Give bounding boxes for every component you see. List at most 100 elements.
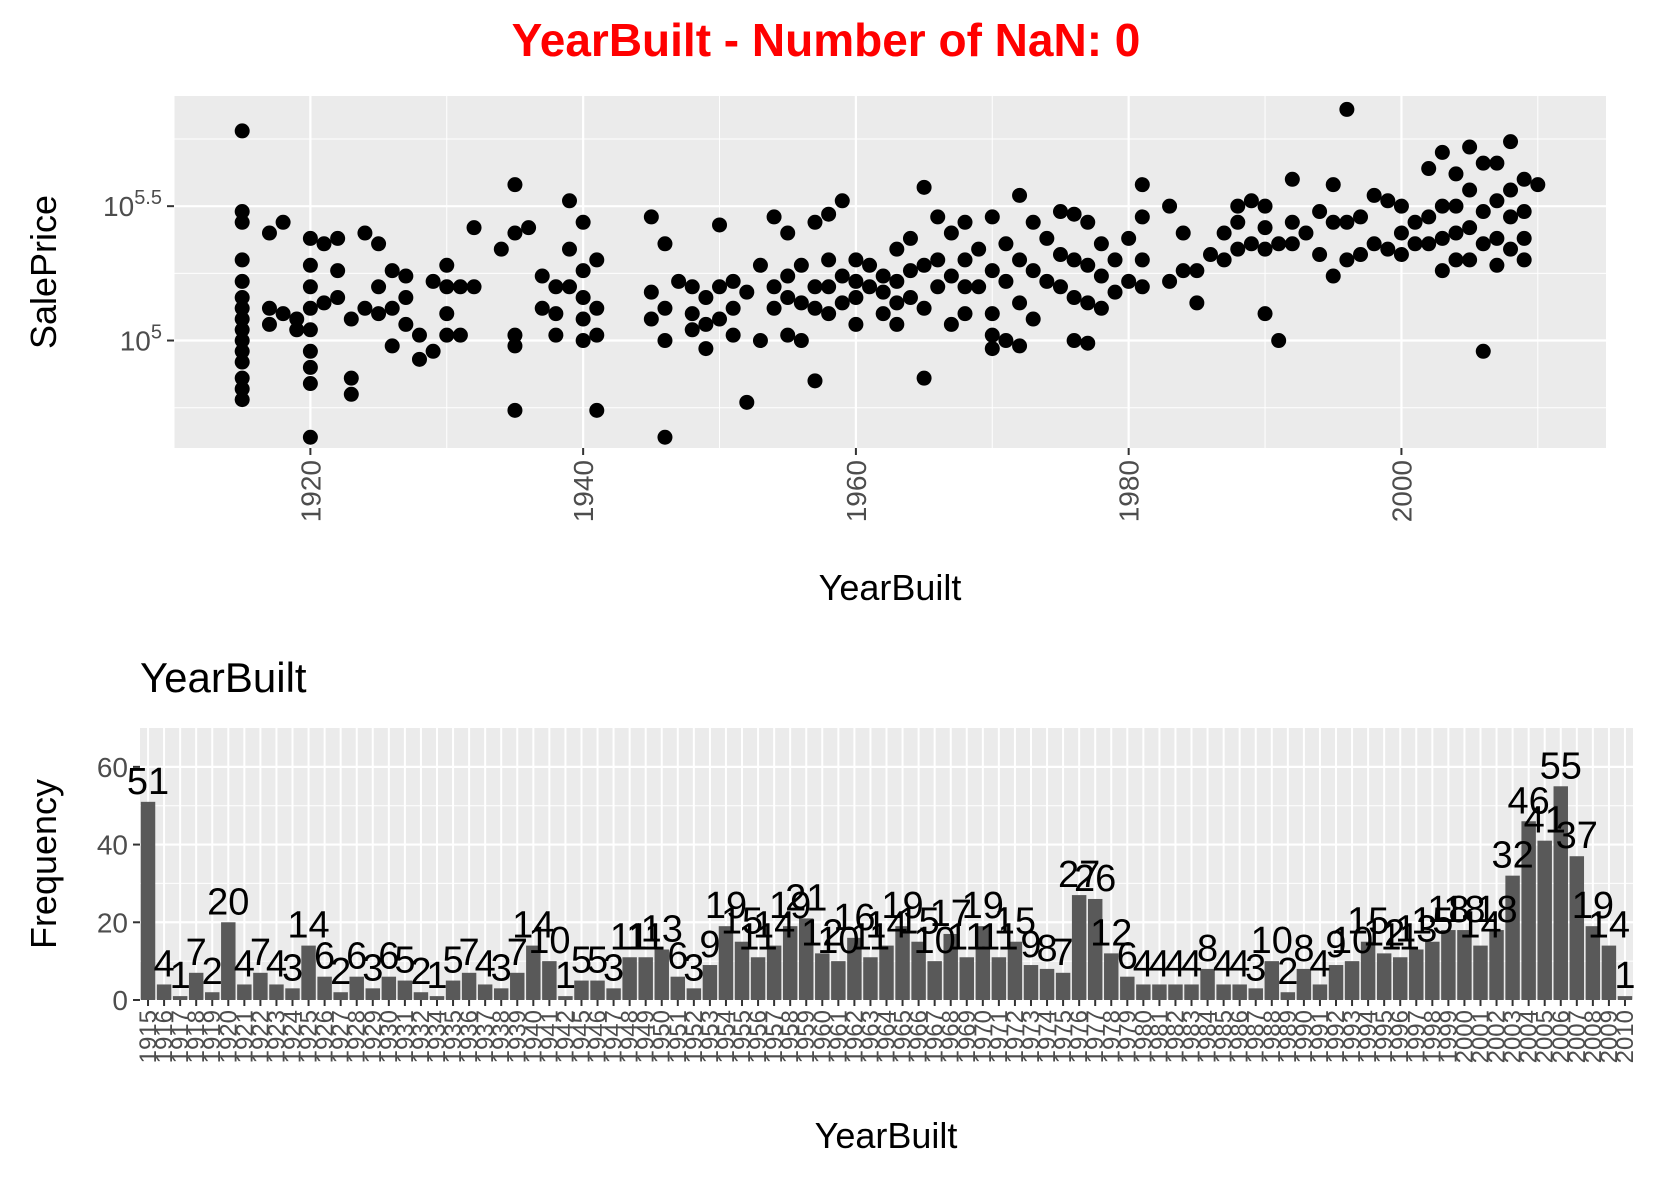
scatter-point bbox=[452, 327, 468, 343]
scatter-point bbox=[534, 268, 550, 284]
scatter-point bbox=[234, 273, 250, 289]
scatter-point bbox=[1080, 214, 1096, 230]
x-tick-label: 2005 bbox=[1532, 1010, 1559, 1063]
bar bbox=[654, 949, 669, 1000]
x-tick-label: 2006 bbox=[1548, 1010, 1575, 1063]
bar-value-label: 11 bbox=[1380, 916, 1419, 958]
scatter-point bbox=[957, 306, 973, 322]
scatter-point bbox=[1503, 209, 1519, 225]
scatter-point bbox=[739, 284, 755, 300]
bar-value-label: 1 bbox=[1614, 955, 1635, 997]
bar-value-label: 20 bbox=[207, 881, 249, 923]
scatter-point bbox=[1284, 214, 1300, 230]
bar-value-label: 4 bbox=[154, 943, 175, 985]
bar-value-label: 3 bbox=[683, 947, 704, 989]
x-tick-label: 1964 bbox=[874, 1010, 901, 1063]
scatter-point bbox=[1134, 177, 1150, 193]
x-tick-label: 1977 bbox=[1082, 1010, 1109, 1063]
scatter-point bbox=[1257, 220, 1273, 236]
bar-value-label: 4 bbox=[1181, 943, 1202, 985]
bar-value-label: 1 bbox=[555, 955, 576, 997]
bar bbox=[1232, 984, 1247, 1000]
x-tick-label: 1993 bbox=[1339, 1010, 1366, 1063]
bar-value-label: 4 bbox=[1309, 943, 1330, 985]
x-tick-label: 1979 bbox=[1114, 1010, 1141, 1063]
scatter-point bbox=[1243, 236, 1259, 252]
scatter-point bbox=[548, 306, 564, 322]
bar bbox=[847, 937, 862, 1000]
x-tick-label: 1956 bbox=[745, 1010, 772, 1063]
chart-title: YearBuilt - Number of NaN: 0 bbox=[512, 14, 1141, 66]
x-tick-label: 2007 bbox=[1564, 1010, 1591, 1063]
bar-value-label: 41 bbox=[1524, 800, 1566, 842]
x-tick-label: 1946 bbox=[585, 1010, 612, 1063]
x-tick-label: 1921 bbox=[231, 1010, 258, 1063]
scatter-point bbox=[1284, 171, 1300, 187]
scatter-point bbox=[302, 257, 318, 273]
x-tick-label: 1986 bbox=[1227, 1010, 1254, 1063]
scatter-point bbox=[302, 376, 318, 392]
scatter-point bbox=[725, 300, 741, 316]
bar bbox=[1521, 821, 1536, 1000]
bar bbox=[140, 801, 156, 1000]
x-tick-label: 2002 bbox=[1484, 1010, 1511, 1063]
scatter-point bbox=[1366, 236, 1382, 252]
bar bbox=[172, 996, 188, 1000]
scatter-point bbox=[234, 333, 250, 349]
bar bbox=[493, 988, 509, 1000]
bar bbox=[317, 976, 332, 1000]
scatter-point bbox=[1271, 236, 1287, 252]
bar bbox=[542, 961, 557, 1000]
scatter-point bbox=[589, 327, 605, 343]
scatter-point bbox=[1012, 187, 1028, 203]
scatter-point bbox=[1448, 198, 1464, 214]
scatter-point bbox=[1107, 252, 1123, 268]
scatter-point bbox=[1407, 236, 1423, 252]
scatter-point bbox=[316, 295, 332, 311]
scatter-point bbox=[234, 204, 250, 220]
bar bbox=[1055, 972, 1071, 1000]
scatter-point bbox=[671, 273, 687, 289]
x-tick-label: 1935 bbox=[440, 1010, 467, 1063]
scatter-point bbox=[1516, 171, 1532, 187]
scatter-point bbox=[452, 279, 468, 295]
x-tick-label: 2008 bbox=[1580, 1010, 1607, 1063]
scatter-point bbox=[1475, 155, 1491, 171]
bar bbox=[1489, 930, 1504, 1000]
bar-value-label: 15 bbox=[1347, 901, 1389, 943]
bar bbox=[1553, 786, 1568, 1000]
scatter-point bbox=[889, 295, 905, 311]
scatter-point bbox=[780, 327, 796, 343]
x-tick-label: 1920 bbox=[215, 1010, 242, 1063]
y-tick-label: 20 bbox=[97, 907, 128, 938]
scatter-point bbox=[357, 225, 373, 241]
x-tick-label: 1937 bbox=[472, 1010, 499, 1063]
y-tick-label: 40 bbox=[97, 830, 128, 861]
scatter-point bbox=[1230, 198, 1246, 214]
bar bbox=[1473, 945, 1488, 1000]
bar bbox=[156, 984, 172, 1000]
scatter-point bbox=[384, 338, 400, 354]
scatter-point bbox=[916, 300, 932, 316]
scatter-point bbox=[398, 290, 414, 306]
bar-value-label: 11 bbox=[738, 916, 777, 958]
bar-value-label: 18 bbox=[1443, 889, 1485, 931]
scatter-point bbox=[984, 327, 1000, 343]
scatter-point bbox=[1434, 144, 1450, 160]
scatter-point bbox=[1162, 273, 1178, 289]
scatter-point bbox=[780, 225, 796, 241]
scatter-point bbox=[1257, 306, 1273, 322]
scatter-point bbox=[930, 252, 946, 268]
y-tick-label: 105.5 bbox=[103, 187, 162, 222]
scatter-point bbox=[343, 386, 359, 402]
scatter-point bbox=[1516, 204, 1532, 220]
scatter-point bbox=[316, 236, 332, 252]
scatter-point bbox=[821, 306, 837, 322]
x-tick-label: 1936 bbox=[456, 1010, 483, 1063]
bar bbox=[975, 926, 991, 1000]
scatter-point bbox=[534, 300, 550, 316]
bar bbox=[397, 980, 413, 1000]
scatter-point bbox=[957, 214, 973, 230]
scatter-point bbox=[725, 273, 741, 289]
